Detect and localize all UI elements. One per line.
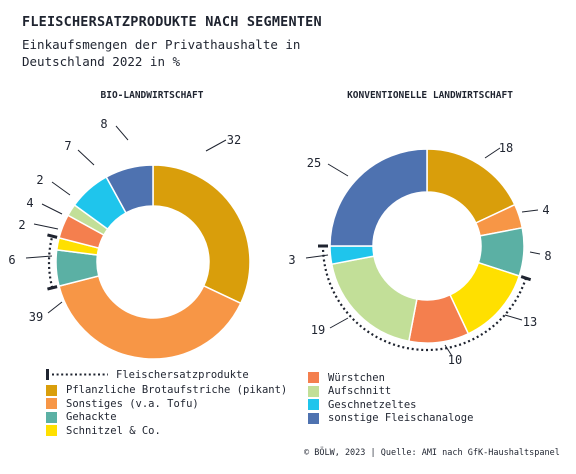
slice-value-label: 32 — [227, 133, 241, 147]
legend-item-bracket: Fleischersatzprodukte — [46, 368, 287, 382]
slice-value-label: 3 — [288, 253, 295, 267]
label-leader-line — [33, 223, 59, 230]
chart-title-konventionell: KONVENTIONELLE LANDWIRTSCHAFT — [347, 90, 513, 101]
label-leader-line — [329, 317, 349, 329]
legend-item: Gehackte — [46, 411, 287, 425]
slice-value-label: 13 — [523, 315, 537, 329]
legend-item: Würstchen — [308, 371, 473, 385]
label-leader-line — [51, 181, 71, 196]
legend-right: Würstchen Aufschnitt Geschnetzeltes sons… — [308, 371, 473, 425]
legend-swatch — [46, 384, 57, 396]
label-leader-line — [305, 254, 329, 259]
source-note: © BÖLW, 2023 | Quelle: AMI nach GfK-Haus… — [304, 448, 560, 458]
legend-item: Pflanzliche Brotaufstriche (pikant) — [46, 384, 287, 398]
slice-value-label: 7 — [64, 139, 71, 153]
legend-item: Geschnetzeltes — [308, 398, 473, 412]
legend-item: Aufschnitt — [308, 385, 473, 399]
legend-label-bracket: Fleischersatzprodukte — [116, 368, 249, 381]
donut-slice — [329, 148, 428, 247]
slice-value-label: 18 — [499, 141, 513, 155]
donut-slice — [152, 164, 251, 305]
legend-swatch — [46, 411, 57, 423]
slice-value-label: 19 — [311, 323, 325, 337]
legend-swatch — [308, 385, 319, 397]
legend-item: Schnitzel & Co. — [46, 424, 287, 438]
slice-value-label: 4 — [542, 203, 549, 217]
slice-value-label: 2 — [36, 173, 43, 187]
legend-item: Sonstiges (v.a. Tofu) — [46, 397, 287, 411]
label-leader-line — [77, 149, 95, 166]
label-leader-line — [504, 314, 523, 321]
subtitle-line-1: Einkaufsmengen der Privathaushalte in — [22, 37, 301, 52]
group-bracket-end — [47, 233, 58, 239]
group-bracket-dotted — [321, 245, 527, 352]
slice-value-label: 8 — [100, 117, 107, 131]
legend-label: Schnitzel & Co. — [66, 424, 161, 437]
label-leader-line — [115, 125, 129, 141]
donut-slice — [58, 275, 242, 360]
group-bracket-end — [520, 275, 532, 282]
dotted-bracket-icon — [46, 369, 108, 381]
group-bracket-dotted — [47, 235, 54, 289]
legend-label: Geschnetzeltes — [328, 398, 417, 411]
legend-label: Sonstiges (v.a. Tofu) — [66, 397, 199, 410]
donut-slice — [105, 164, 154, 214]
subtitle-line-2: Deutschland 2022 in % — [22, 54, 181, 69]
slice-value-label: 8 — [544, 249, 551, 263]
slice-value-label: 4 — [26, 196, 33, 210]
legend-swatch — [46, 398, 57, 410]
label-leader-line — [327, 163, 349, 177]
slice-value-label: 6 — [8, 253, 15, 267]
label-leader-line — [41, 203, 63, 215]
legend-swatch — [308, 372, 319, 384]
legend-label: sonstige Fleischanaloge — [328, 412, 474, 425]
legend-label: Aufschnitt — [328, 385, 392, 398]
legend-left: Fleischersatzprodukte Pflanzliche Brotau… — [46, 368, 287, 438]
legend-swatch — [308, 412, 319, 424]
donut-slice — [330, 255, 418, 343]
label-leader-line — [205, 139, 227, 152]
slice-value-label: 25 — [307, 156, 321, 170]
slice-value-label: 2 — [18, 218, 25, 232]
slice-value-label: 39 — [29, 310, 43, 324]
page-subtitle: Einkaufsmengen der Privathaushalte in De… — [22, 36, 322, 70]
label-leader-line — [521, 209, 539, 213]
label-leader-line — [25, 255, 53, 259]
legend-swatch — [308, 399, 319, 411]
page-title: FLEISCHERSATZPRODUKTE NACH SEGMENTEN — [22, 14, 322, 30]
slice-value-label: 10 — [448, 353, 462, 367]
legend-label: Pflanzliche Brotaufstriche (pikant) — [66, 384, 288, 397]
legend-label: Gehackte — [66, 411, 117, 424]
label-leader-line — [47, 301, 63, 314]
label-leader-line — [484, 147, 501, 159]
label-leader-line — [529, 251, 541, 255]
legend-swatch — [46, 425, 57, 437]
group-bracket-end — [47, 285, 58, 291]
chart-title-bio: BIO-LANDWIRTSCHAFT — [100, 90, 204, 101]
label-leader-line — [444, 344, 453, 357]
legend-item: sonstige Fleischanaloge — [308, 412, 473, 426]
legend-label: Würstchen — [328, 371, 385, 384]
